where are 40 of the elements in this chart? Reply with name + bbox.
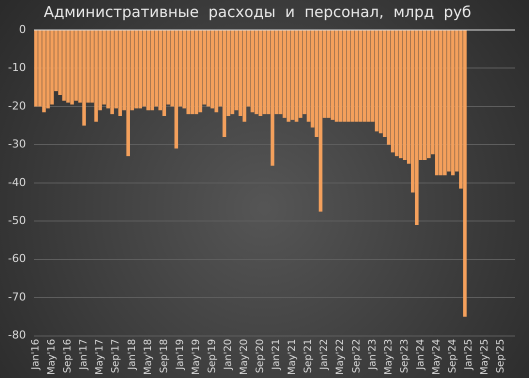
chart-title: Административные расходы и персонал, млрд руб (44, 2, 472, 21)
x-tick-label: Jan'20 (222, 338, 234, 371)
x-tick-label: Sep'22 (351, 338, 362, 374)
x-tick-label: Sep'21 (303, 338, 314, 374)
x-tick-label: May'24 (431, 338, 442, 376)
x-tick-label: May'25 (480, 338, 491, 376)
x-tick-label: Jan'21 (271, 338, 282, 371)
x-tick-label: Sep'16 (62, 338, 74, 374)
x-tick-label: May'17 (94, 338, 106, 376)
y-tick-label: -20 (8, 99, 26, 112)
y-tick-label: -60 (8, 252, 26, 266)
x-tick-label: Sep'25 (496, 338, 507, 374)
x-tick-label: May'22 (335, 338, 346, 376)
x-tick-label: May'21 (287, 338, 298, 376)
x-tick-label: Jan'19 (174, 338, 186, 371)
y-tick-label: 0 (18, 22, 26, 36)
x-tick-label: Sep'18 (158, 338, 170, 374)
x-tick-label: May'23 (383, 338, 394, 376)
x-tick-label: Sep'24 (447, 338, 458, 374)
x-tick-label: Sep'20 (255, 338, 266, 374)
x-tick-label: May'20 (239, 338, 250, 376)
x-tick-label: Jan'22 (319, 338, 330, 371)
x-tick-label: Jan'18 (126, 338, 138, 371)
x-tick-label: Jan'17 (78, 338, 90, 371)
x-tick-label: Sep'19 (206, 338, 218, 374)
x-tick-label: May'18 (142, 338, 154, 376)
x-tick-label: May'19 (190, 338, 202, 376)
y-tick-label: -40 (8, 176, 26, 189)
x-tick-label: Jan'16 (30, 338, 42, 371)
x-tick-label: Jan'24 (415, 338, 426, 371)
x-tick-label: May'16 (46, 338, 58, 376)
x-tick-label: Sep'17 (110, 338, 122, 374)
y-tick-label: -80 (8, 328, 26, 342)
x-tick-label: Sep'23 (399, 338, 410, 374)
x-tick-label: Jan'25 (463, 338, 474, 371)
y-tick-label: -10 (8, 61, 26, 74)
x-tick-label: Jan'23 (367, 338, 378, 371)
y-tick-label: -30 (8, 138, 26, 151)
y-tick-label: -50 (8, 214, 26, 228)
y-tick-label: -70 (8, 290, 26, 304)
